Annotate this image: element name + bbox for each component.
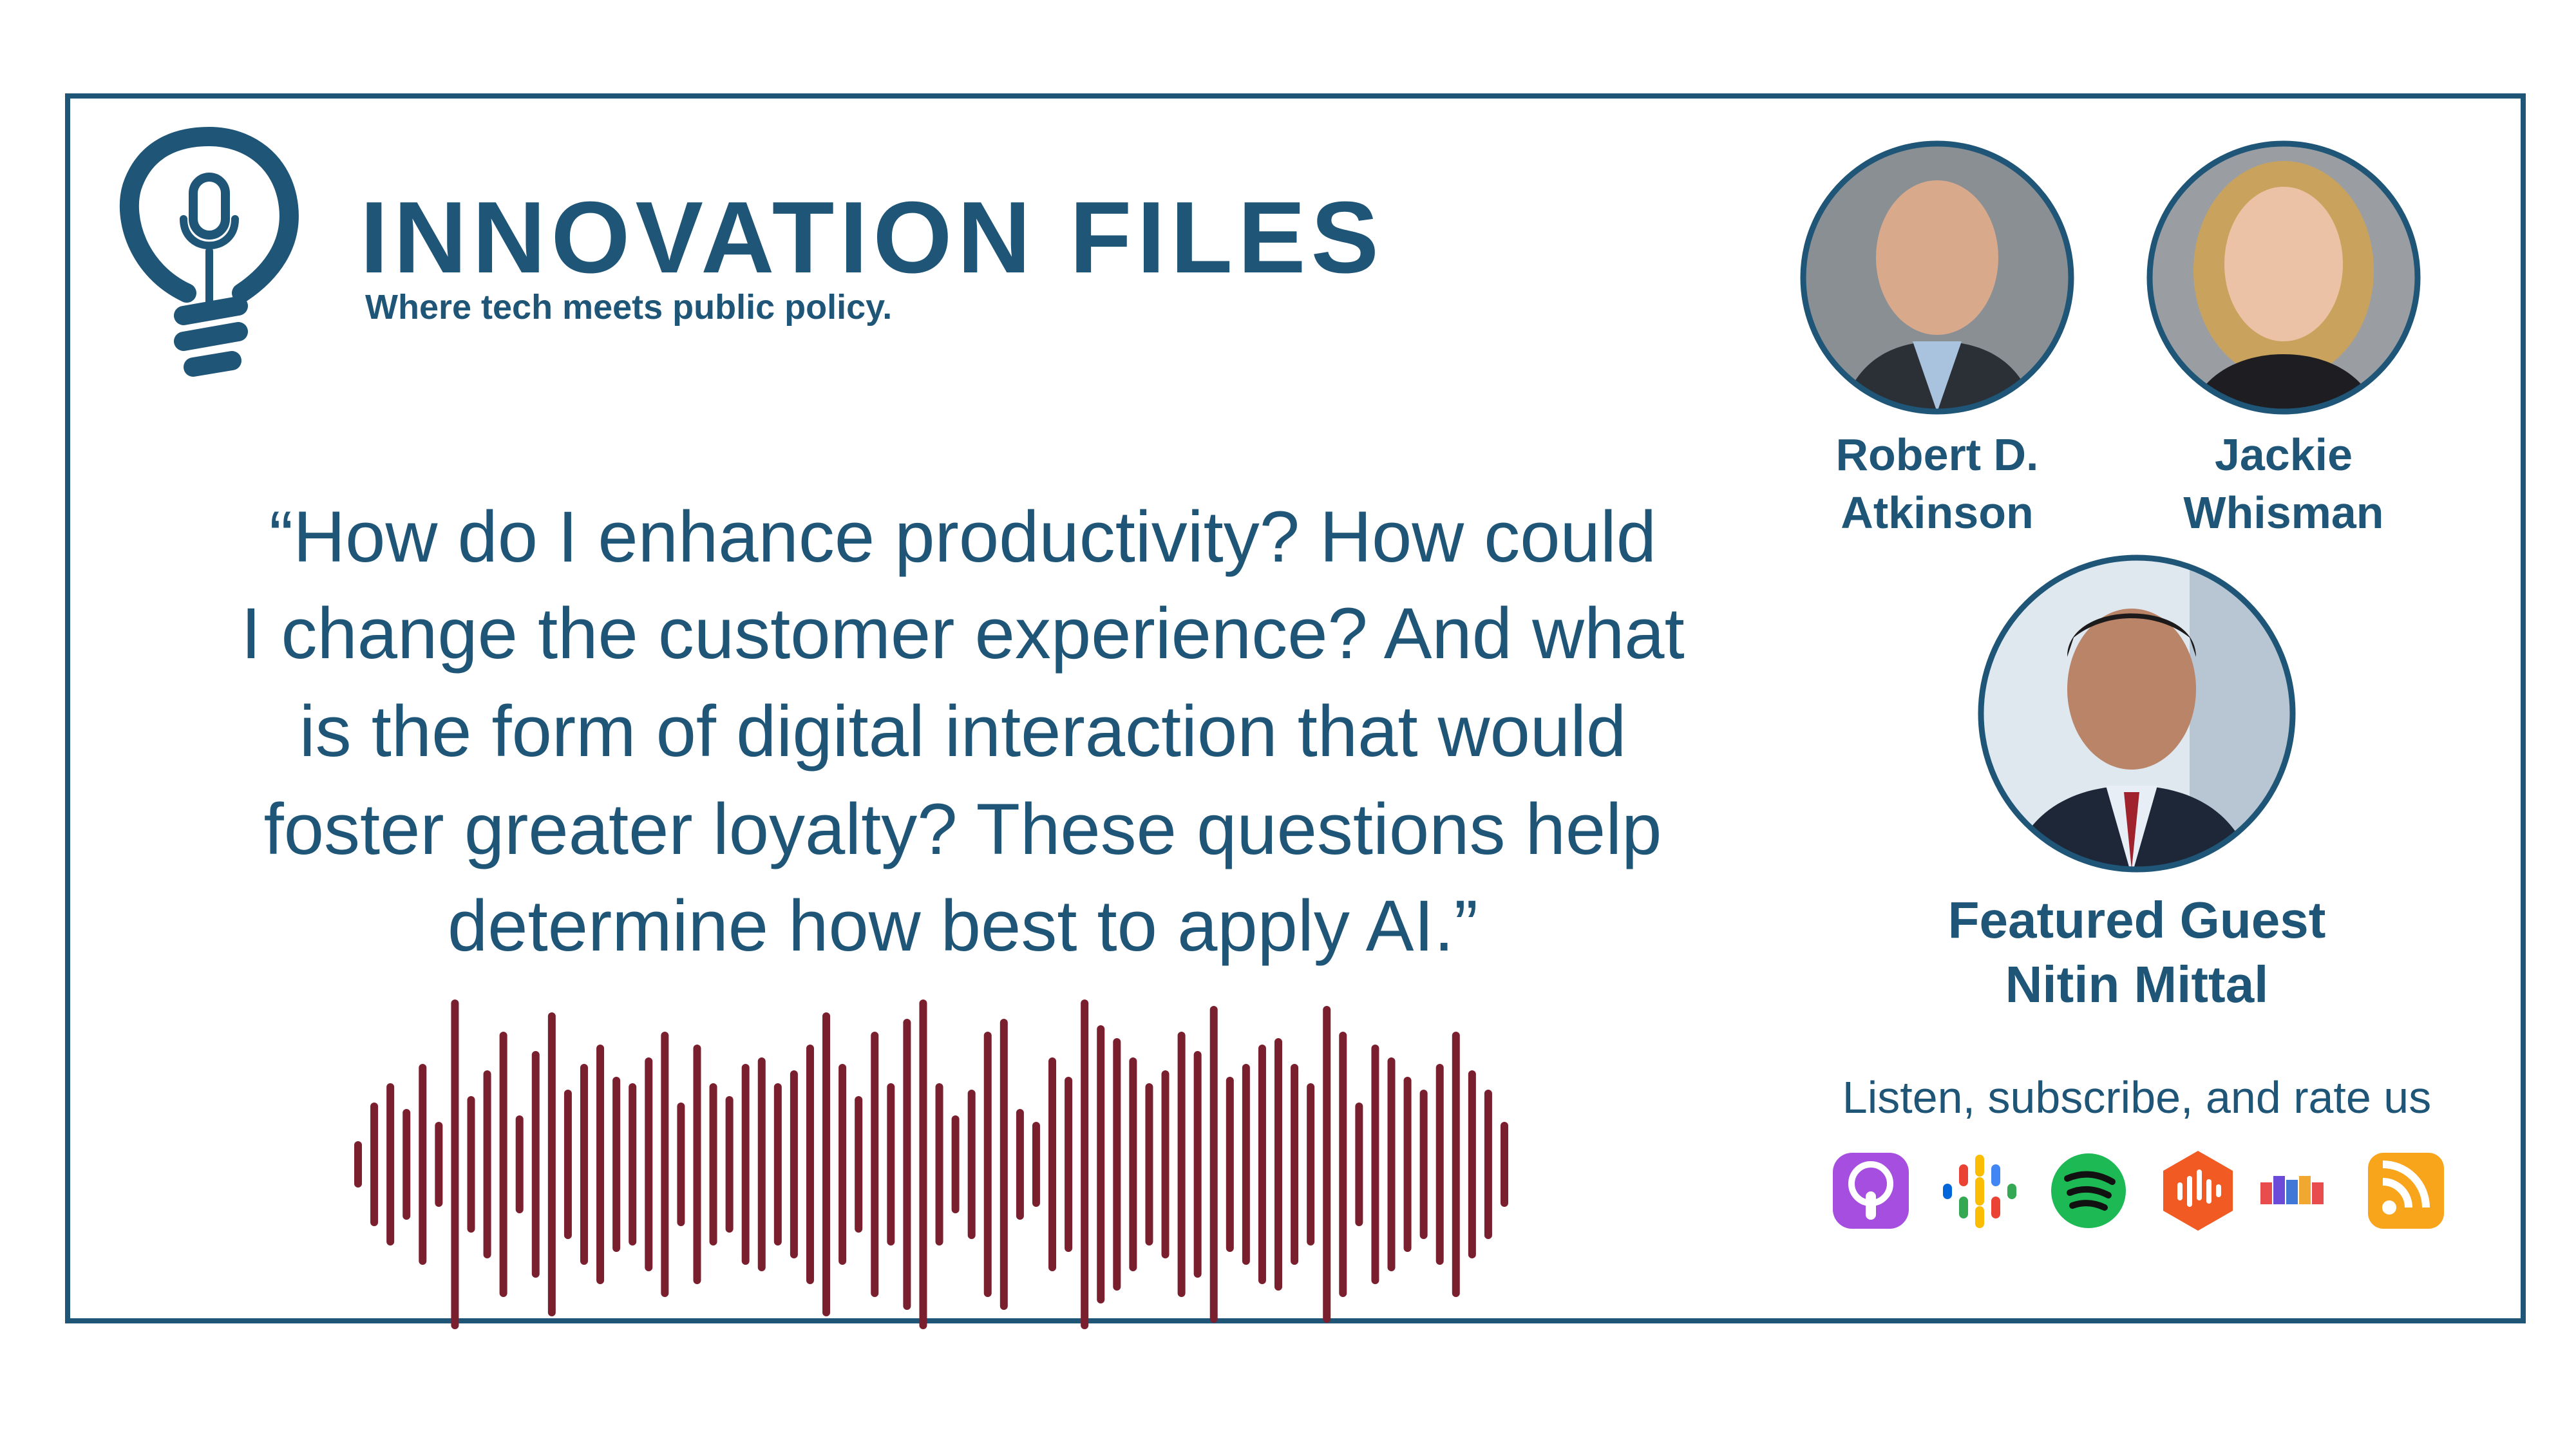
host-name: Jackie [2215,430,2353,480]
guest-name: Nitin Mittal [2005,956,2269,1013]
host-name: Atkinson [1841,488,2033,538]
quote-line: foster greater loyalty? These questions … [264,789,1662,869]
quote-line: I change the customer experience? And wh… [241,593,1684,674]
photo-ring [2146,140,2421,415]
photo-ring [1800,140,2074,415]
quote-line: “How do I enhance productivity? How coul… [269,497,1656,577]
quote-line: is the form of digital interaction that … [299,691,1627,772]
host-name: Robert D. [1836,430,2039,480]
subscribe-text: Listen, subscribe, and rate us [1842,1072,2431,1122]
host-photo [2151,145,2416,410]
quote: “How do I enhance productivity? How coul… [241,497,1684,966]
tagline: Where tech meets public policy. [365,288,892,327]
host-name: Whisman [2183,488,2383,538]
photo-ring [1978,554,2296,873]
host-photo [1804,145,2070,410]
guest-label: Featured Guest [1948,891,2326,949]
quote-line: determine how best to apply AI.” [448,886,1478,966]
frame [65,93,2526,1323]
guest-photo [1982,559,2291,868]
platform-icons [1833,1151,2444,1231]
podchaser-icon[interactable] [2260,1176,2324,1204]
logo [119,126,299,377]
waveform [354,999,1508,1329]
google-podcasts-icon[interactable] [1943,1155,2016,1228]
